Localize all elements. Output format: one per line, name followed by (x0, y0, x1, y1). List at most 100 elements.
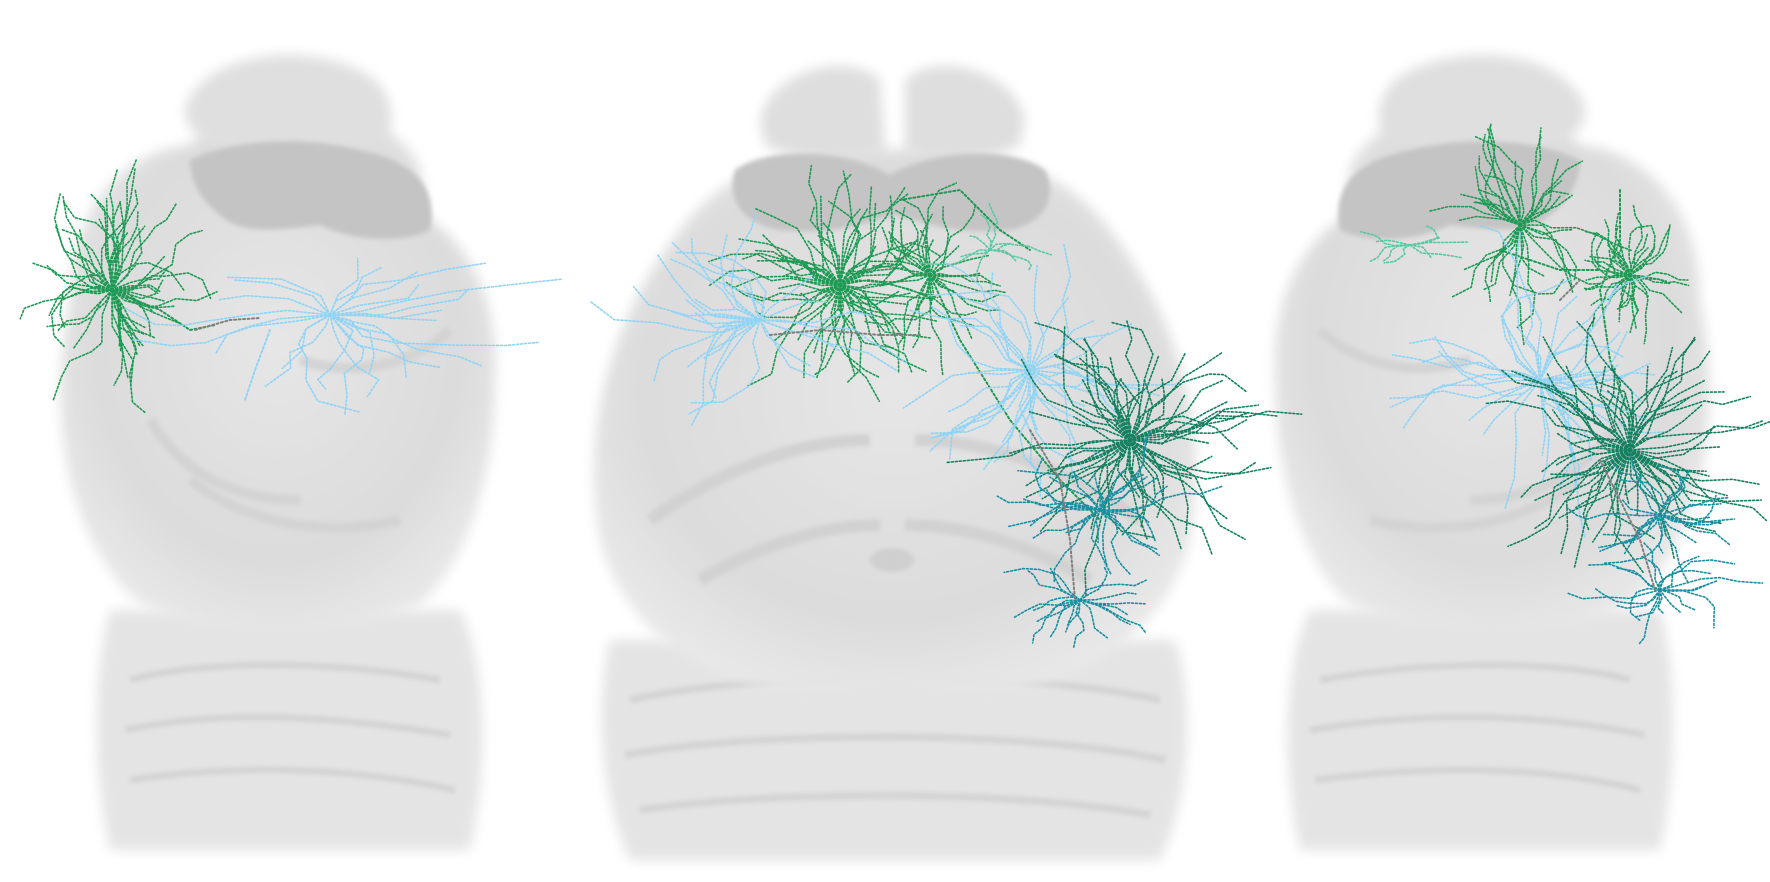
neuron-lightblue-center (704, 319, 761, 360)
neuron-green-center-b (889, 217, 931, 276)
neuron-lightblue-center-b (1029, 369, 1098, 382)
neuron-teal-right-b (1659, 589, 1716, 629)
neuron-lightblue-left (329, 284, 420, 316)
neuron-darkgreen-center (1129, 417, 1236, 441)
neuron-darkgreen-center (1079, 357, 1131, 441)
neuron-lightblue-center-b (947, 319, 1031, 371)
neuron-green-left (56, 289, 113, 333)
neuron-teal-right-b (1594, 588, 1661, 605)
neuron-green-center-a (708, 253, 841, 286)
neuron-lightblue-right (1539, 327, 1592, 381)
neuron-teal-right (1657, 514, 1664, 554)
neuron-teal-center-b (1064, 599, 1081, 633)
neuron-lightblue-center-b (989, 272, 1031, 371)
neuron-darkgreen-right (1629, 419, 1765, 451)
neuron-lightblue-left (329, 278, 563, 316)
neuron-darkgreen-right (1592, 449, 1631, 543)
neuron-teal-right-b (1659, 582, 1711, 592)
neuron-teal-center-b (1079, 591, 1137, 601)
neuron-darkgreen-center (1129, 428, 1210, 444)
neuron-green-center-a (807, 164, 841, 286)
neuron-teal-center (1093, 473, 1105, 511)
neuron-teal-center (1099, 509, 1161, 557)
neuron-darkgreen-center (1064, 439, 1131, 459)
axon-gray-center-b (1029, 429, 1076, 601)
neuron-teal-center (1099, 485, 1168, 513)
neuron-mint-center (989, 242, 1052, 256)
neuron-green-left (111, 203, 177, 291)
neuron-green-center-b (894, 209, 931, 276)
neuron-darkgreen-right (1573, 449, 1631, 568)
branch-green-center (899, 188, 1031, 251)
neuron-teal-right-b (1641, 555, 1661, 591)
neuron-lightblue-center-b (959, 324, 1031, 371)
neuron-teal-center (1053, 509, 1101, 583)
neuron-darkgreen-right (1629, 449, 1728, 497)
neuron-green-center-a (753, 249, 841, 287)
neuron-teal-right (1659, 514, 1697, 544)
neuron-darkgreen-center (1129, 393, 1186, 441)
neuron-lightblue-center (632, 285, 761, 321)
neuron-green-left (111, 284, 162, 293)
neuron-green-left (111, 289, 218, 308)
neuron-teal-right (1658, 464, 1683, 516)
neuron-lightblue-center-b (1029, 323, 1133, 371)
neuron-darkgreen-right (1629, 449, 1760, 485)
neuron-green-center-a (839, 185, 907, 286)
neuron-darkgreen-right (1533, 449, 1631, 530)
neuron-darkgreen-right (1611, 367, 1631, 451)
neuron-teal-center (1099, 476, 1148, 511)
neuron-green-center-a (839, 192, 910, 286)
neuron-lightblue-center-b (1029, 363, 1104, 388)
neuron-green-right-b (1628, 224, 1651, 276)
neuron-teal-right-b (1659, 555, 1700, 591)
neuron-lightblue-left (124, 307, 331, 327)
neuron-lightblue-right (1539, 379, 1547, 457)
neuron-lightblue-center (759, 300, 830, 321)
neuron-green-center-a (839, 208, 868, 286)
neuron-darkgreen-right (1555, 444, 1631, 466)
neuron-lightblue-center-b (909, 309, 1031, 371)
neuron-green-center-b (902, 274, 931, 351)
neuron-lightblue-right (1539, 379, 1581, 495)
axon-gray-right-b (1599, 459, 1656, 591)
neuron-lightblue-left (329, 314, 375, 373)
cerebellum-folds-left (124, 662, 456, 793)
neuron-darkgreen-right (1484, 400, 1631, 451)
neuron-darkgreen-center (946, 439, 1131, 464)
neuron-darkgreen-center (1111, 321, 1154, 441)
neuron-darkgreen-right (1629, 449, 1687, 509)
brain-cerebrum-left (60, 109, 496, 631)
neuron-green-left (62, 289, 113, 300)
neuron-lightblue-center (702, 319, 761, 360)
neuron-darkgreen-center (1129, 439, 1228, 520)
neuron-green-left (111, 229, 203, 291)
neuron-green-right-b (1608, 243, 1631, 276)
neuron-lightblue-left (264, 314, 331, 388)
neuron-green-center-b (929, 204, 977, 276)
neuron-lightblue-center-b (948, 369, 1031, 462)
neuron-green-right-b (1629, 274, 1668, 282)
neuron-green-right-b (1595, 236, 1631, 279)
neuron-lightblue-right (1409, 338, 1541, 381)
neuron-darkgreen-right (1507, 449, 1631, 548)
neuron-green-right-a (1486, 127, 1521, 226)
neuron-darkgreen-center (1114, 377, 1132, 441)
neuron-green-center-a (839, 284, 884, 319)
neuron-lightblue-left (329, 288, 470, 316)
neuron-teal-right (1566, 506, 1661, 520)
neuron-mint-center (969, 235, 991, 251)
neuron-lightblue-center (730, 212, 761, 321)
neuron-darkgreen-center (1034, 322, 1131, 441)
neuron-green-center-b (879, 272, 931, 287)
neuron-lightblue-center (759, 319, 897, 371)
neuron-darkgreen-right (1627, 350, 1711, 451)
neuron-mint-right (1360, 231, 1411, 247)
neuron-green-center-a (839, 185, 873, 286)
neuron-lightblue-center-b (1001, 369, 1035, 443)
neuron-mint-right (1409, 244, 1432, 258)
neuron-green-right-b (1582, 274, 1631, 291)
neuron-green-right-a (1519, 127, 1542, 226)
neuron-green-right-a (1482, 133, 1521, 226)
